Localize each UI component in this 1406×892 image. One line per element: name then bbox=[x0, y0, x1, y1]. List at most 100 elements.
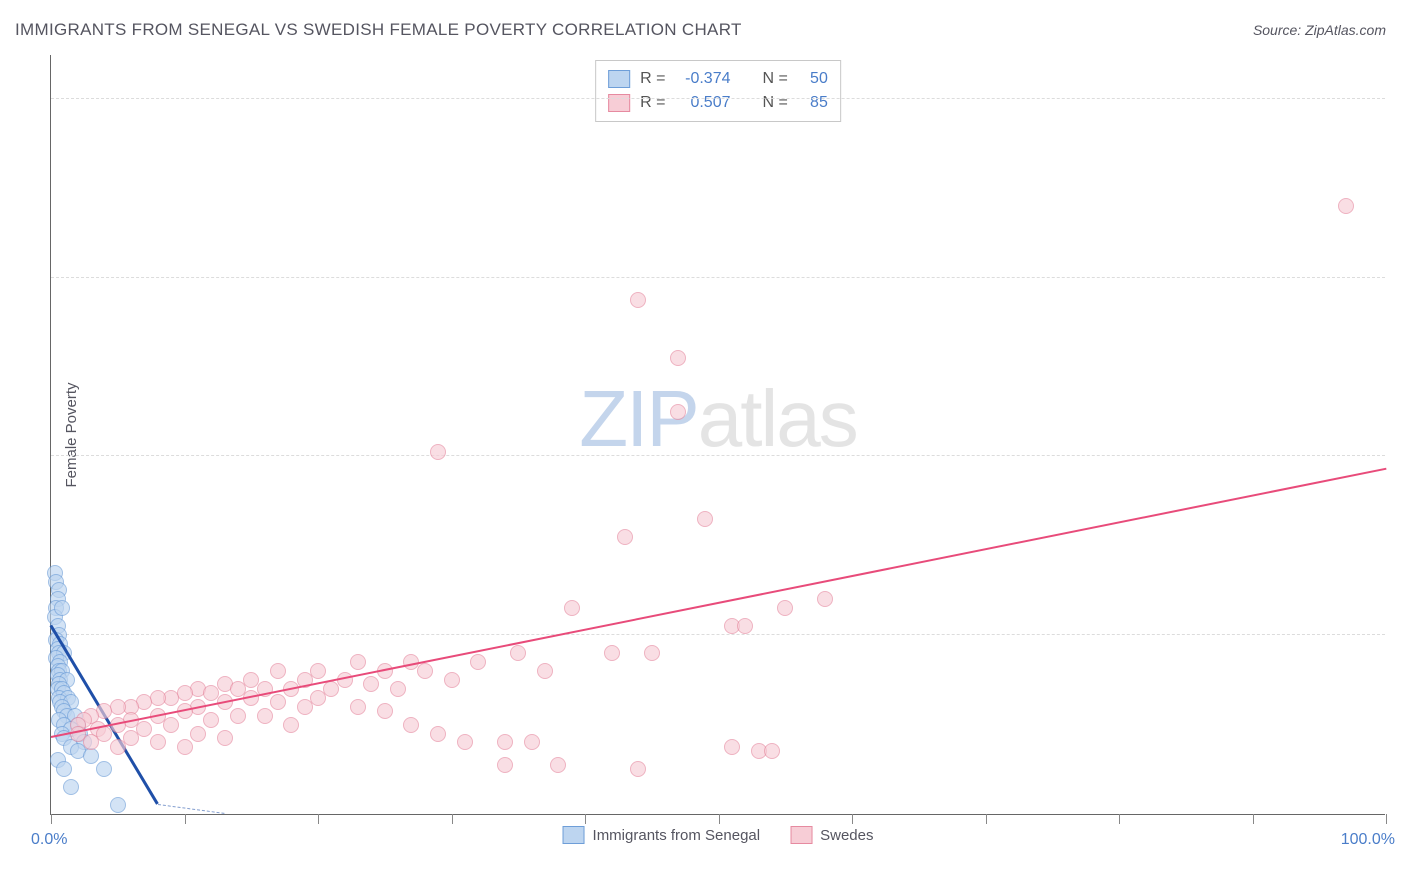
data-point-swedes bbox=[444, 672, 460, 688]
data-point-swedes bbox=[83, 734, 99, 750]
legend-item-swedes: Swedes bbox=[790, 826, 873, 844]
data-point-swedes bbox=[630, 292, 646, 308]
data-point-swedes bbox=[1338, 198, 1354, 214]
data-point-swedes bbox=[390, 681, 406, 697]
data-point-swedes bbox=[510, 645, 526, 661]
n-value: 85 bbox=[798, 91, 828, 115]
data-point-swedes bbox=[670, 404, 686, 420]
legend-series: Immigrants from Senegal Swedes bbox=[563, 826, 874, 844]
legend-swatch-swedes bbox=[790, 826, 812, 844]
data-point-swedes bbox=[163, 717, 179, 733]
y-tick-label: 20.0% bbox=[1395, 626, 1406, 644]
data-point-swedes bbox=[257, 708, 273, 724]
x-tick bbox=[185, 814, 186, 824]
data-point-senegal bbox=[110, 797, 126, 813]
data-point-swedes bbox=[270, 663, 286, 679]
data-point-swedes bbox=[363, 676, 379, 692]
data-point-swedes bbox=[110, 739, 126, 755]
r-value: -0.374 bbox=[676, 67, 731, 91]
plot-area: ZIPatlas Female Poverty 0.0% 100.0% R =-… bbox=[50, 55, 1385, 815]
data-point-swedes bbox=[777, 600, 793, 616]
x-tick bbox=[1119, 814, 1120, 824]
data-point-swedes bbox=[417, 663, 433, 679]
x-tick bbox=[1386, 814, 1387, 824]
data-point-swedes bbox=[230, 708, 246, 724]
data-point-swedes bbox=[310, 690, 326, 706]
x-tick bbox=[452, 814, 453, 824]
data-point-swedes bbox=[697, 511, 713, 527]
data-point-swedes bbox=[430, 444, 446, 460]
data-point-swedes bbox=[604, 645, 620, 661]
data-point-swedes bbox=[217, 730, 233, 746]
x-tick bbox=[719, 814, 720, 824]
n-label: N = bbox=[763, 67, 788, 91]
x-axis-min-label: 0.0% bbox=[31, 831, 67, 849]
data-point-senegal bbox=[63, 779, 79, 795]
watermark-atlas: atlas bbox=[698, 374, 857, 463]
legend-stat-row-swedes: R =0.507N =85 bbox=[608, 91, 828, 115]
legend-label: Immigrants from Senegal bbox=[593, 827, 761, 844]
data-point-swedes bbox=[177, 739, 193, 755]
data-point-swedes bbox=[283, 717, 299, 733]
data-point-senegal bbox=[54, 600, 70, 616]
data-point-senegal bbox=[56, 761, 72, 777]
legend-correlation-box: R = -0.374 N = 50R = 0.507 N = 85 bbox=[595, 60, 841, 122]
data-point-swedes bbox=[644, 645, 660, 661]
legend-swatch-senegal bbox=[608, 70, 630, 88]
data-point-swedes bbox=[617, 529, 633, 545]
x-axis-max-label: 100.0% bbox=[1341, 831, 1395, 849]
x-tick bbox=[585, 814, 586, 824]
data-point-swedes bbox=[136, 721, 152, 737]
gridline-h bbox=[51, 277, 1385, 278]
n-value: 50 bbox=[798, 67, 828, 91]
x-tick bbox=[51, 814, 52, 824]
data-point-senegal bbox=[96, 761, 112, 777]
data-point-swedes bbox=[403, 717, 419, 733]
y-tick-label: 40.0% bbox=[1395, 447, 1406, 465]
watermark: ZIPatlas bbox=[579, 373, 856, 465]
y-tick-label: 80.0% bbox=[1395, 90, 1406, 108]
x-tick bbox=[986, 814, 987, 824]
data-point-swedes bbox=[190, 726, 206, 742]
data-point-swedes bbox=[297, 699, 313, 715]
data-point-swedes bbox=[670, 350, 686, 366]
gridline-h bbox=[51, 455, 1385, 456]
data-point-swedes bbox=[377, 703, 393, 719]
data-point-swedes bbox=[737, 618, 753, 634]
x-tick bbox=[852, 814, 853, 824]
trendline-swedes bbox=[51, 468, 1386, 738]
data-point-swedes bbox=[630, 761, 646, 777]
data-point-swedes bbox=[430, 726, 446, 742]
data-point-swedes bbox=[150, 734, 166, 750]
data-point-swedes bbox=[817, 591, 833, 607]
trendline-dash-senegal bbox=[158, 804, 225, 814]
data-point-swedes bbox=[764, 743, 780, 759]
legend-swatch-swedes bbox=[608, 94, 630, 112]
r-label: R = bbox=[640, 67, 665, 91]
legend-item-senegal: Immigrants from Senegal bbox=[563, 826, 761, 844]
data-point-swedes bbox=[350, 654, 366, 670]
y-axis-title: Female Poverty bbox=[63, 382, 80, 487]
data-point-swedes bbox=[270, 694, 286, 710]
chart-title: IMMIGRANTS FROM SENEGAL VS SWEDISH FEMAL… bbox=[15, 20, 742, 40]
y-tick-label: 60.0% bbox=[1395, 269, 1406, 287]
data-point-swedes bbox=[470, 654, 486, 670]
data-point-swedes bbox=[537, 663, 553, 679]
r-value: 0.507 bbox=[676, 91, 731, 115]
data-point-swedes bbox=[310, 663, 326, 679]
r-label: R = bbox=[640, 91, 665, 115]
data-point-swedes bbox=[123, 730, 139, 746]
legend-swatch-senegal bbox=[563, 826, 585, 844]
data-point-swedes bbox=[564, 600, 580, 616]
data-point-swedes bbox=[497, 734, 513, 750]
x-tick bbox=[1253, 814, 1254, 824]
data-point-swedes bbox=[323, 681, 339, 697]
data-point-swedes bbox=[497, 757, 513, 773]
gridline-h bbox=[51, 634, 1385, 635]
source-label: Source: ZipAtlas.com bbox=[1253, 22, 1386, 38]
data-point-swedes bbox=[457, 734, 473, 750]
x-tick bbox=[318, 814, 319, 824]
data-point-swedes bbox=[724, 739, 740, 755]
legend-stat-row-senegal: R = -0.374 N = 50 bbox=[608, 67, 828, 91]
data-point-swedes bbox=[524, 734, 540, 750]
